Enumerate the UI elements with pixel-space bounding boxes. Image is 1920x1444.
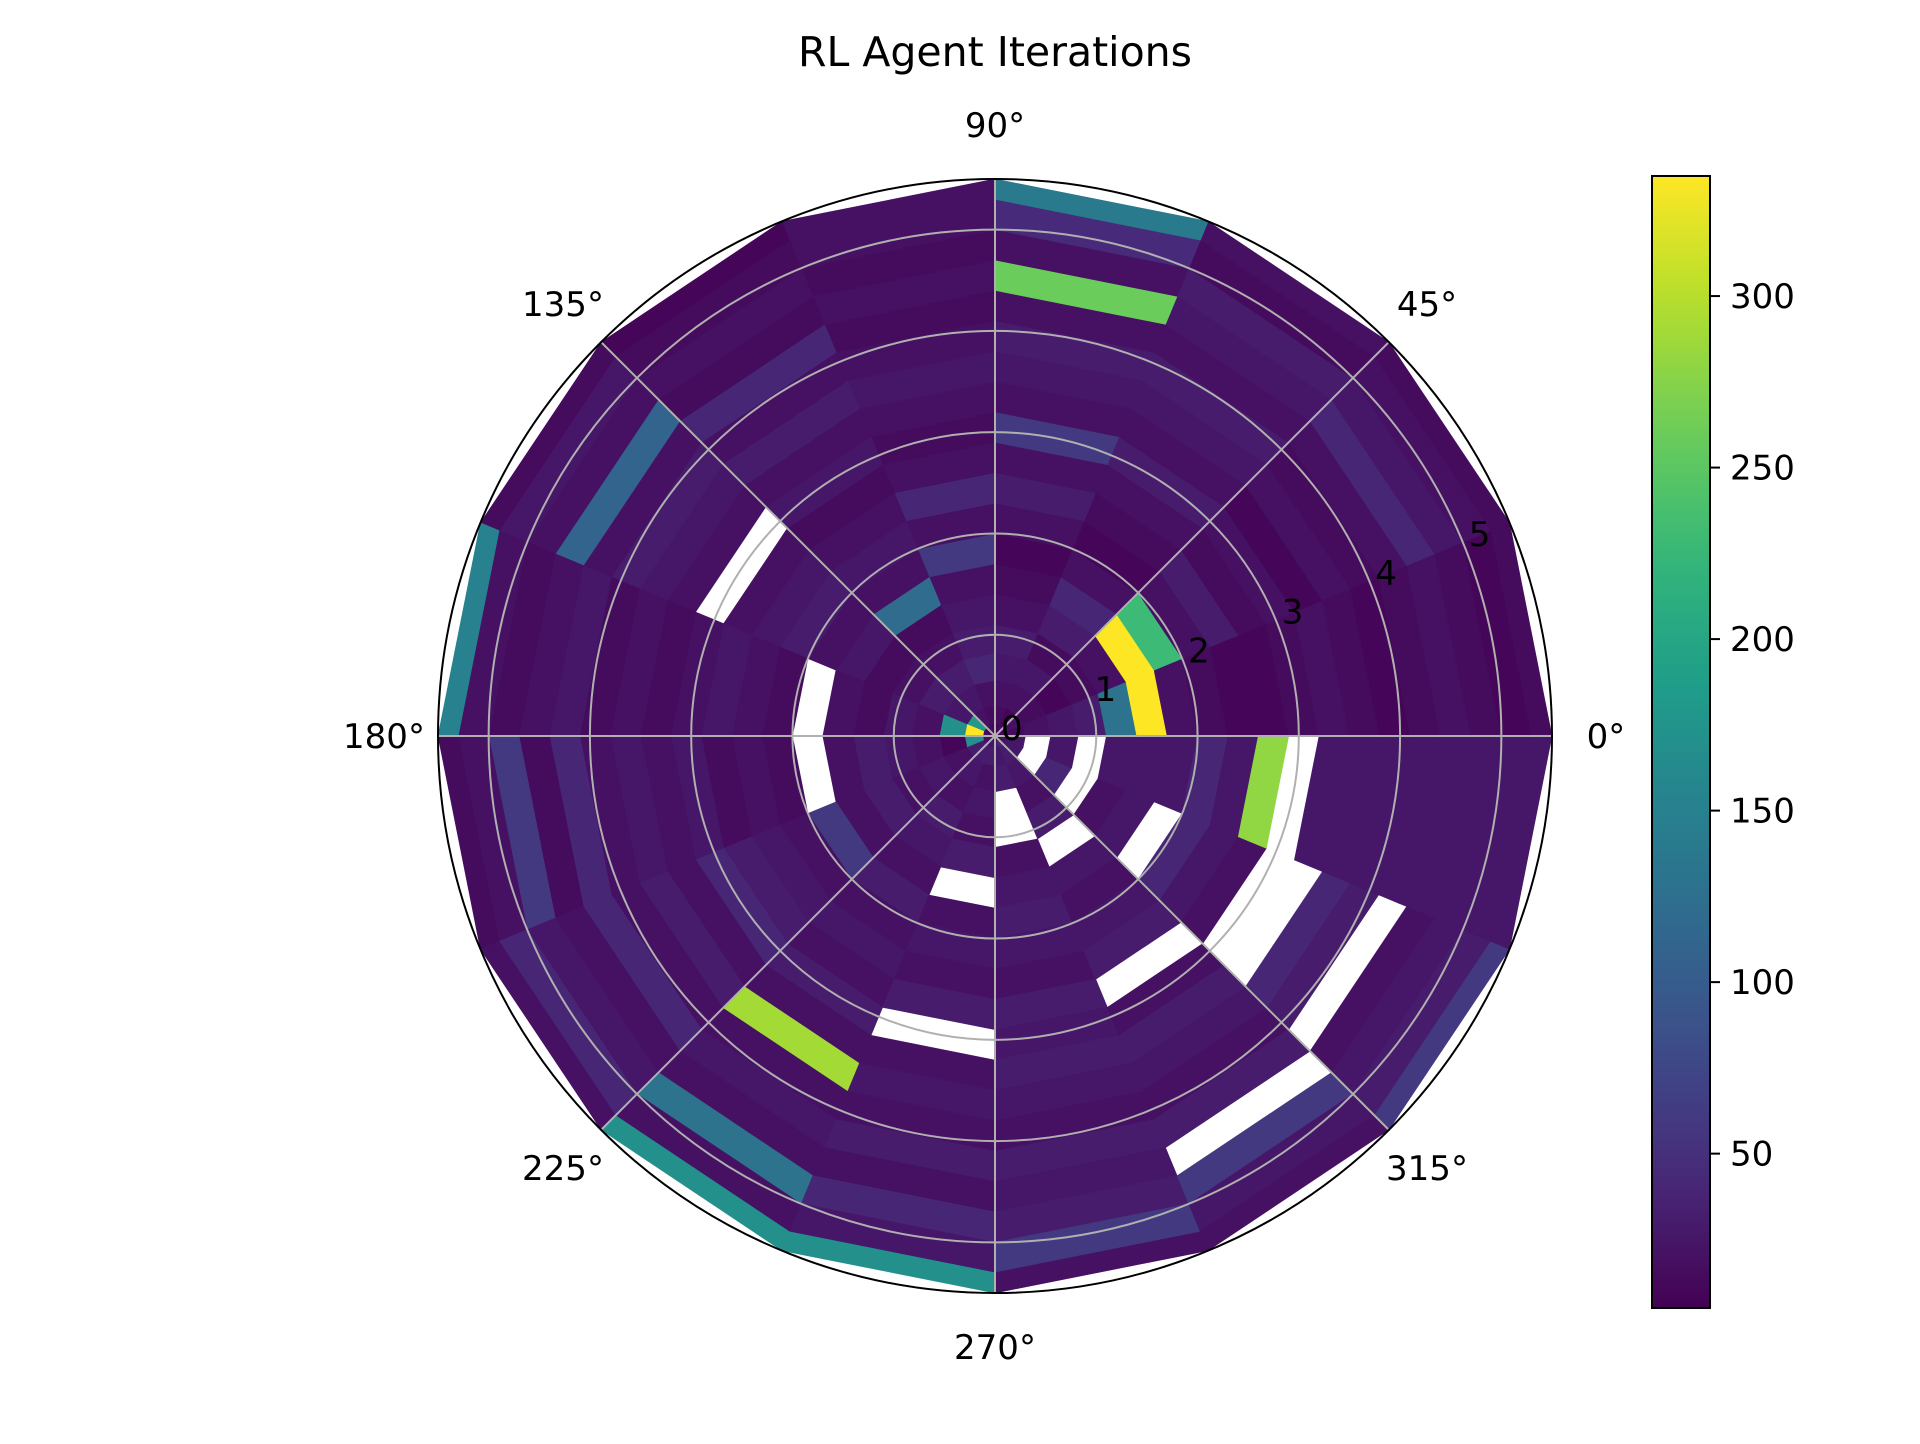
radial-tick-label: 3 [1282, 593, 1304, 633]
radial-tick-label: 5 [1469, 515, 1491, 555]
radial-tick-label: 2 [1188, 632, 1210, 672]
angular-gridline [994, 735, 1390, 1131]
angle-tick-label: 0° [1587, 717, 1626, 757]
angle-tick-label: 45° [1397, 285, 1457, 325]
angle-tick-label: 90° [965, 106, 1025, 146]
colorbar-tick-label: 150 [1730, 792, 1795, 832]
chart-title: RL Agent Iterations [798, 28, 1192, 76]
radial-tick-label: 1 [1095, 670, 1117, 710]
colorbar-tick-label: 100 [1730, 963, 1795, 1003]
colorbar-tick-label: 50 [1730, 1135, 1773, 1175]
colorbar-tick-label: 250 [1730, 449, 1795, 489]
colorbar-frame [1651, 175, 1711, 1309]
polar-frame [437, 178, 1553, 1294]
angular-gridline [994, 341, 1390, 737]
radial-tick-labels: 0 1 2 3 4 5 [1001, 515, 1490, 749]
colorbar: 50 100 150 200 250 300 [1651, 175, 1795, 1309]
colorbar-tick-label: 200 [1730, 620, 1795, 660]
angular-gridline [600, 735, 996, 1131]
colorbar-tick-label: 300 [1730, 277, 1795, 317]
angle-tick-labels: 0° 45° 90° 135° 180° 225° 270° 315° [343, 106, 1625, 1368]
colorbar-gradient [1652, 176, 1710, 1308]
radial-tick-label: 4 [1375, 554, 1397, 594]
polar-grid [437, 178, 1553, 1294]
angle-tick-label: 315° [1386, 1149, 1468, 1189]
angle-tick-label: 180° [343, 717, 425, 757]
angle-tick-label: 270° [954, 1328, 1036, 1368]
angular-gridline [600, 341, 996, 737]
angle-tick-label: 135° [522, 285, 604, 325]
angle-tick-label: 225° [522, 1149, 604, 1189]
heatmap-cells [437, 178, 1553, 1294]
radial-tick-label: 0 [1001, 709, 1023, 749]
